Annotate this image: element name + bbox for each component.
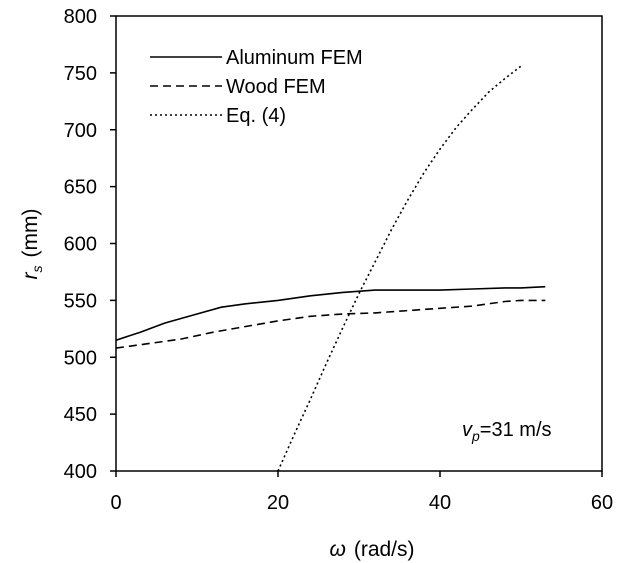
y-axis-subscript: s (29, 265, 45, 272)
legend: Aluminum FEM Wood FEM Eq. (4) (150, 47, 363, 127)
y-axis-title: rs (mm) (19, 209, 45, 280)
series-line-wood-fem (115, 299, 546, 349)
series-line-aluminum-fem (115, 285, 546, 341)
x-axis-title: ω (rad/s) (329, 538, 414, 561)
y-axis-symbol: r (19, 271, 42, 279)
x-tick-label: 20 (267, 492, 289, 514)
series-lines (115, 65, 546, 472)
x-axis-unit: (rad/s) (354, 538, 415, 561)
plot-frame (115, 15, 603, 472)
axis-ticks: 0 20 40 60 400 450 500 550 600 650 700 750 800 (64, 6, 614, 514)
y-tick-label: 750 (64, 63, 97, 85)
velocity-annotation: vp=31 m/s (462, 419, 552, 444)
annotation-symbol: v (462, 419, 473, 441)
legend-swatches (150, 56, 222, 116)
annotation-value: =31 m/s (480, 419, 552, 441)
legend-label-eq4: Eq. (4) (226, 105, 286, 127)
y-tick-label: 450 (64, 404, 97, 426)
y-tick-label: 500 (64, 347, 97, 369)
y-tick-label: 400 (64, 461, 97, 483)
x-axis-symbol: ω (329, 538, 345, 561)
y-tick-label: 650 (64, 177, 97, 199)
y-axis-unit: (mm) (19, 209, 42, 258)
annotation-subscript: p (471, 428, 480, 444)
series-line-eq-4 (277, 65, 522, 472)
legend-label-aluminum: Aluminum FEM (226, 47, 363, 69)
y-tick-label: 600 (64, 234, 97, 256)
y-tick-label: 800 (64, 6, 97, 28)
y-tick-label: 550 (64, 290, 97, 312)
x-tick-label: 40 (429, 492, 451, 514)
y-tick-label: 700 (64, 120, 97, 142)
legend-label-wood: Wood FEM (226, 76, 326, 98)
x-tick-label: 60 (591, 492, 613, 514)
x-tick-label: 0 (110, 492, 121, 514)
plot-area (115, 15, 603, 472)
